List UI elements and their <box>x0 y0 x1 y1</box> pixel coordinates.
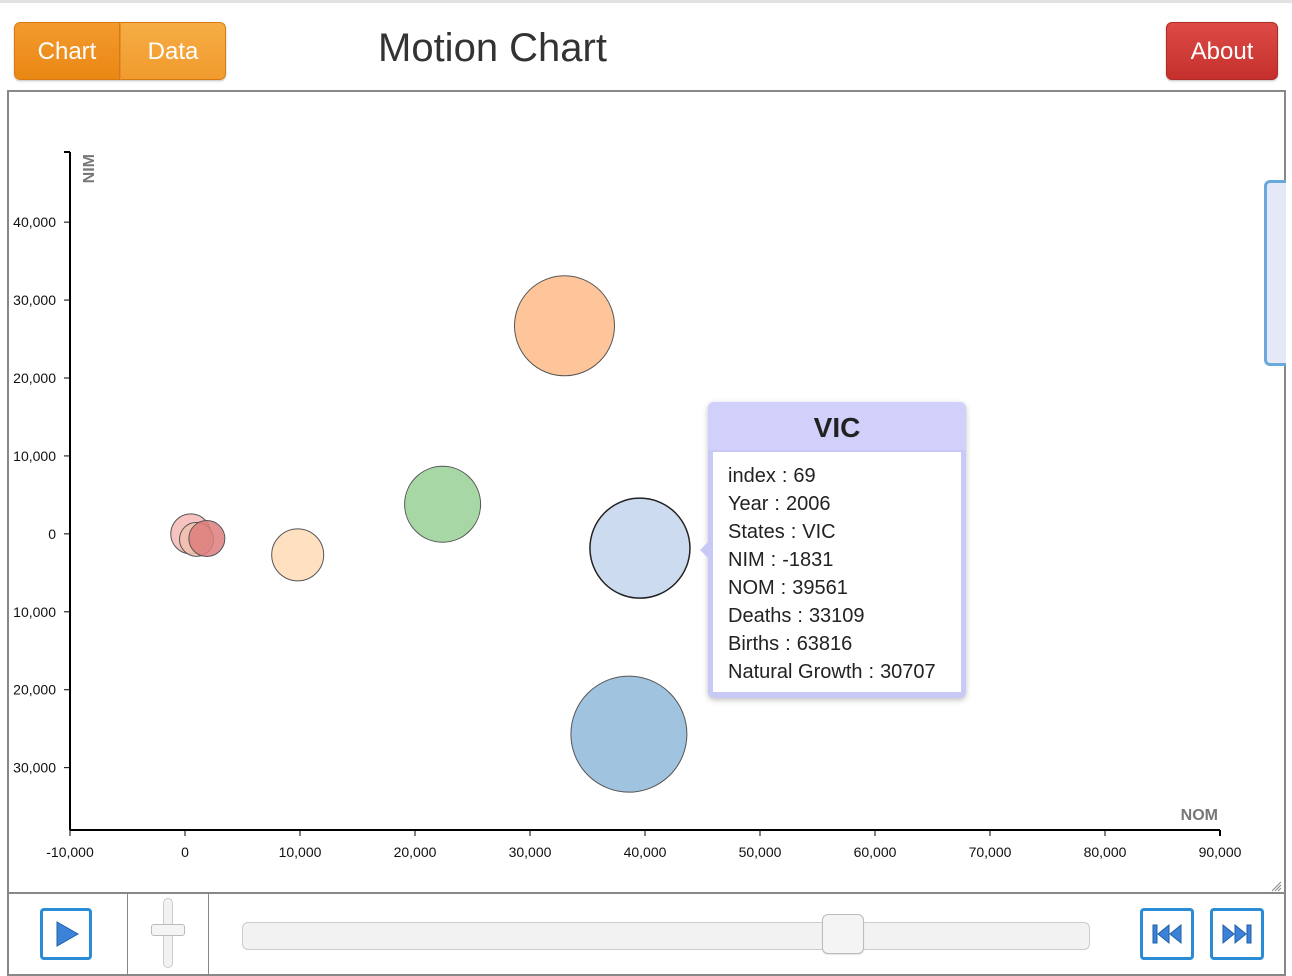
tooltip-separator: : <box>770 549 777 571</box>
tooltip-separator: : <box>797 605 803 627</box>
x-tick-label: 80,000 <box>1084 844 1127 860</box>
y-tick-label: 20,000 <box>13 370 56 386</box>
x-tick-label: 50,000 <box>739 844 782 860</box>
y-tick-label: 20,000 <box>13 682 56 698</box>
tooltip-key: NIM <box>728 549 765 571</box>
time-slider-handle[interactable] <box>822 914 865 954</box>
tooltip-key: Natural Growth <box>728 661 863 683</box>
x-tick-label: 60,000 <box>854 844 897 860</box>
data-point[interactable] <box>404 465 482 543</box>
data-point[interactable] <box>589 497 691 599</box>
data-tooltip: VIC index:69 Year:2006 States: VIC NIM: -1… <box>700 402 966 698</box>
tab-data[interactable]: Data <box>120 22 226 80</box>
view-tabs: Chart Data <box>14 22 226 80</box>
tooltip-separator: : <box>780 577 787 599</box>
x-tick-label: 70,000 <box>969 844 1012 860</box>
x-tick-label: -10,000 <box>46 844 94 860</box>
tooltip-row: Births:63816 <box>728 630 961 658</box>
top-border <box>0 0 1292 3</box>
y-tick-label: 10,000 <box>13 604 56 620</box>
tooltip-value: 69 <box>793 465 816 487</box>
tooltip-separator: : <box>790 521 797 543</box>
tooltip-key: States <box>728 521 785 543</box>
x-tick-label: 90,000 <box>1199 844 1242 860</box>
y-tick-label: 40,000 <box>13 214 56 230</box>
side-settings-tab[interactable] <box>1264 180 1286 366</box>
tooltip-value: VIC <box>802 521 836 543</box>
tab-chart[interactable]: Chart <box>14 22 120 80</box>
tooltip-row: States: VIC <box>728 518 961 546</box>
data-point[interactable] <box>514 275 615 377</box>
tooltip-value: 33109 <box>808 605 865 627</box>
tooltip-value: 39561 <box>792 577 848 599</box>
tooltip-value: 2006 <box>785 493 831 515</box>
y-tick-label: 0 <box>48 526 56 542</box>
data-point[interactable] <box>570 675 688 793</box>
tooltip-value: -1831 <box>782 549 834 571</box>
x-tick-label: 10,000 <box>279 844 322 860</box>
tooltip-value: 63816 <box>796 633 853 655</box>
controls-divider <box>127 894 128 976</box>
x-tick-label: 20,000 <box>394 844 437 860</box>
chart-bubbles <box>170 275 691 793</box>
data-point[interactable] <box>271 528 325 582</box>
x-tick-label: 40,000 <box>624 844 667 860</box>
controls-divider <box>208 894 209 976</box>
tooltip-separator: : <box>868 661 875 683</box>
tooltip-key: Deaths <box>728 605 792 627</box>
y-tick-label: 10,000 <box>13 448 56 464</box>
speed-slider-handle[interactable] <box>151 924 185 937</box>
tooltip-row: index:69 <box>728 462 961 490</box>
tooltip-key: NOM <box>728 577 775 599</box>
tooltip-pointer <box>700 542 708 558</box>
skip-forward-icon <box>1222 923 1252 945</box>
step-forward-button[interactable] <box>1210 908 1264 960</box>
skip-back-icon <box>1152 923 1182 945</box>
data-point[interactable] <box>188 520 226 558</box>
tooltip-key: Year <box>728 493 769 515</box>
y-tick-label: 30,000 <box>13 760 56 776</box>
y-axis-title[interactable]: NIM <box>81 154 98 183</box>
tooltip-key: index <box>728 465 776 487</box>
time-slider-track[interactable] <box>242 922 1090 950</box>
x-axis-title[interactable]: NOM <box>1181 807 1218 824</box>
step-back-button[interactable] <box>1140 908 1194 960</box>
tooltip-row: NIM: -1831 <box>728 546 961 574</box>
x-tick-label: 0 <box>181 844 189 860</box>
tooltip-key: Births <box>728 633 780 655</box>
motion-chart-plot: -10,000 0 10,000 20,000 30,000 40,000 50,000 60… <box>13 151 1242 860</box>
chart-axes: -10,000 0 10,000 20,000 30,000 40,000 50,000 60… <box>13 151 1242 860</box>
tooltip-row: Year:2006 <box>728 490 961 518</box>
tooltip-body: index:69 Year:2006 States: VIC NIM: -1831 … <box>713 452 961 692</box>
play-icon <box>56 921 79 947</box>
tooltip-separator: : <box>774 493 780 515</box>
y-tick-label: 30,000 <box>13 292 56 308</box>
resize-grip-icon[interactable] <box>1270 880 1282 892</box>
tooltip-separator: : <box>781 465 788 487</box>
tooltip-title: VIC <box>708 402 966 450</box>
page-title: Motion Chart <box>378 26 607 70</box>
play-button[interactable] <box>40 908 92 960</box>
tooltip-value: 30707 <box>880 661 936 683</box>
about-button[interactable]: About <box>1166 22 1278 80</box>
tooltip-separator: : <box>785 633 791 655</box>
tooltip-row: Deaths:33109 <box>728 602 961 630</box>
x-tick-label: 30,000 <box>509 844 552 860</box>
tooltip-row: Natural Growth:30707 <box>728 658 961 686</box>
tooltip-row: NOM:39561 <box>728 574 961 602</box>
